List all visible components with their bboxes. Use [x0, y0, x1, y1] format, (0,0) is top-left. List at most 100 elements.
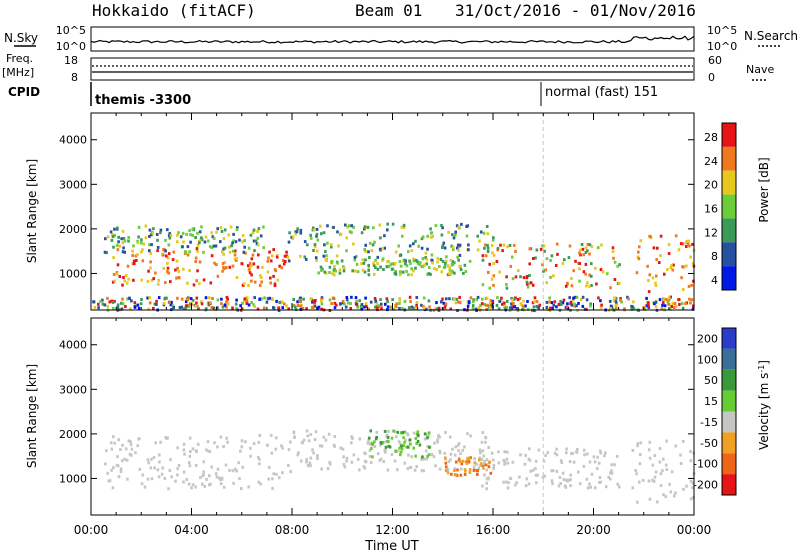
heatmap-cell	[408, 259, 411, 263]
heatmap-cell	[159, 228, 163, 232]
heatmap-cell	[417, 244, 420, 248]
heatmap-cell	[298, 299, 302, 303]
heatmap-cell	[448, 297, 451, 301]
freq-frame	[90, 57, 695, 81]
heatmap-cell	[355, 254, 358, 258]
heatmap-cell	[119, 470, 123, 474]
heatmap-cell	[541, 244, 544, 248]
heatmap-cell	[175, 276, 178, 280]
heatmap-cell	[195, 296, 199, 300]
heatmap-cell	[549, 275, 552, 279]
heatmap-cell	[476, 295, 480, 299]
heatmap-cell	[196, 243, 200, 247]
freq-left-tick-bottom: 8	[71, 71, 78, 84]
heatmap-cell	[421, 257, 425, 261]
heatmap-cell	[403, 299, 407, 303]
heatmap-cell	[436, 260, 439, 264]
heatmap-cell	[483, 246, 486, 250]
heatmap-cell	[412, 306, 415, 310]
heatmap-cell	[139, 302, 143, 306]
heatmap-cell	[673, 494, 676, 498]
heatmap-cell	[636, 442, 640, 446]
heatmap-cell	[557, 302, 561, 306]
heatmap-cell	[243, 299, 246, 303]
heatmap-cell	[258, 297, 261, 301]
heatmap-cell	[689, 450, 692, 453]
heatmap-cell	[229, 225, 233, 229]
heatmap-cell	[484, 435, 487, 439]
heatmap-cell	[248, 267, 251, 271]
heatmap-cell	[648, 440, 652, 444]
heatmap-cell	[455, 460, 458, 464]
heatmap-cell	[221, 305, 225, 309]
heatmap-cell	[184, 300, 188, 304]
heatmap-cell	[219, 482, 223, 486]
heatmap-cell	[125, 458, 129, 462]
heatmap-cell	[305, 429, 309, 433]
heatmap-cell	[403, 440, 406, 444]
heatmap-cell	[258, 462, 261, 466]
heatmap-cell	[149, 252, 153, 255]
heatmap-cell	[651, 276, 655, 280]
heatmap-cell	[444, 461, 448, 465]
heatmap-cell	[315, 249, 319, 253]
y-tick-label: 3000	[59, 383, 87, 396]
heatmap-cell	[134, 451, 137, 455]
heatmap-cell	[467, 248, 470, 252]
heatmap-cell	[256, 265, 260, 269]
heatmap-cell	[412, 431, 416, 435]
heatmap-cell	[191, 298, 195, 302]
heatmap-cell	[685, 245, 688, 248]
heatmap-cell	[689, 301, 692, 305]
heatmap-cell	[451, 245, 455, 249]
heatmap-cell	[143, 485, 147, 489]
heatmap-cell	[323, 243, 326, 247]
heatmap-cell	[311, 299, 315, 303]
heatmap-cell	[564, 485, 568, 489]
heatmap-cell	[283, 254, 287, 258]
heatmap-cell	[468, 471, 472, 474]
heatmap-cell	[677, 248, 681, 252]
heatmap-cell	[389, 263, 393, 267]
heatmap-cell	[144, 236, 148, 240]
heatmap-cell	[505, 299, 509, 303]
heatmap-cell	[367, 263, 370, 267]
heatmap-cell	[427, 431, 431, 435]
heatmap-cell	[358, 468, 361, 472]
heatmap-cell	[144, 224, 148, 228]
heatmap-cell	[367, 250, 370, 254]
heatmap-cell	[654, 281, 657, 285]
heatmap-cell	[404, 438, 407, 442]
heatmap-cell	[160, 472, 164, 476]
heatmap-cell	[519, 302, 523, 306]
heatmap-cell	[492, 458, 495, 462]
heatmap-cell	[312, 228, 316, 232]
heatmap-cell	[189, 297, 193, 301]
heatmap-cell	[588, 460, 592, 464]
heatmap-cell	[167, 234, 171, 238]
heatmap-cell	[112, 245, 115, 249]
heatmap-cell	[216, 306, 219, 310]
heatmap-cell	[140, 482, 144, 486]
cpid-entry-1: themis -3300	[95, 93, 191, 108]
heatmap-cell	[483, 473, 486, 477]
heatmap-cell	[386, 305, 390, 309]
heatmap-cell	[220, 477, 224, 481]
heatmap-cell	[615, 454, 619, 458]
heatmap-cell	[691, 262, 695, 266]
heatmap-cell	[291, 235, 295, 239]
heatmap-cell	[191, 233, 194, 237]
freq-left-tick-top: 18	[64, 54, 78, 67]
heatmap-cell	[268, 296, 271, 300]
heatmap-cell	[349, 302, 352, 305]
heatmap-cell	[444, 262, 447, 265]
heatmap-cell	[259, 482, 262, 486]
heatmap-cell	[168, 469, 172, 472]
heatmap-cell	[469, 434, 472, 438]
colorbar-swatch	[722, 194, 736, 219]
heatmap-cell	[393, 459, 397, 463]
heatmap-cell	[103, 250, 107, 254]
heatmap-cell	[555, 242, 559, 246]
heatmap-cell	[550, 254, 554, 258]
